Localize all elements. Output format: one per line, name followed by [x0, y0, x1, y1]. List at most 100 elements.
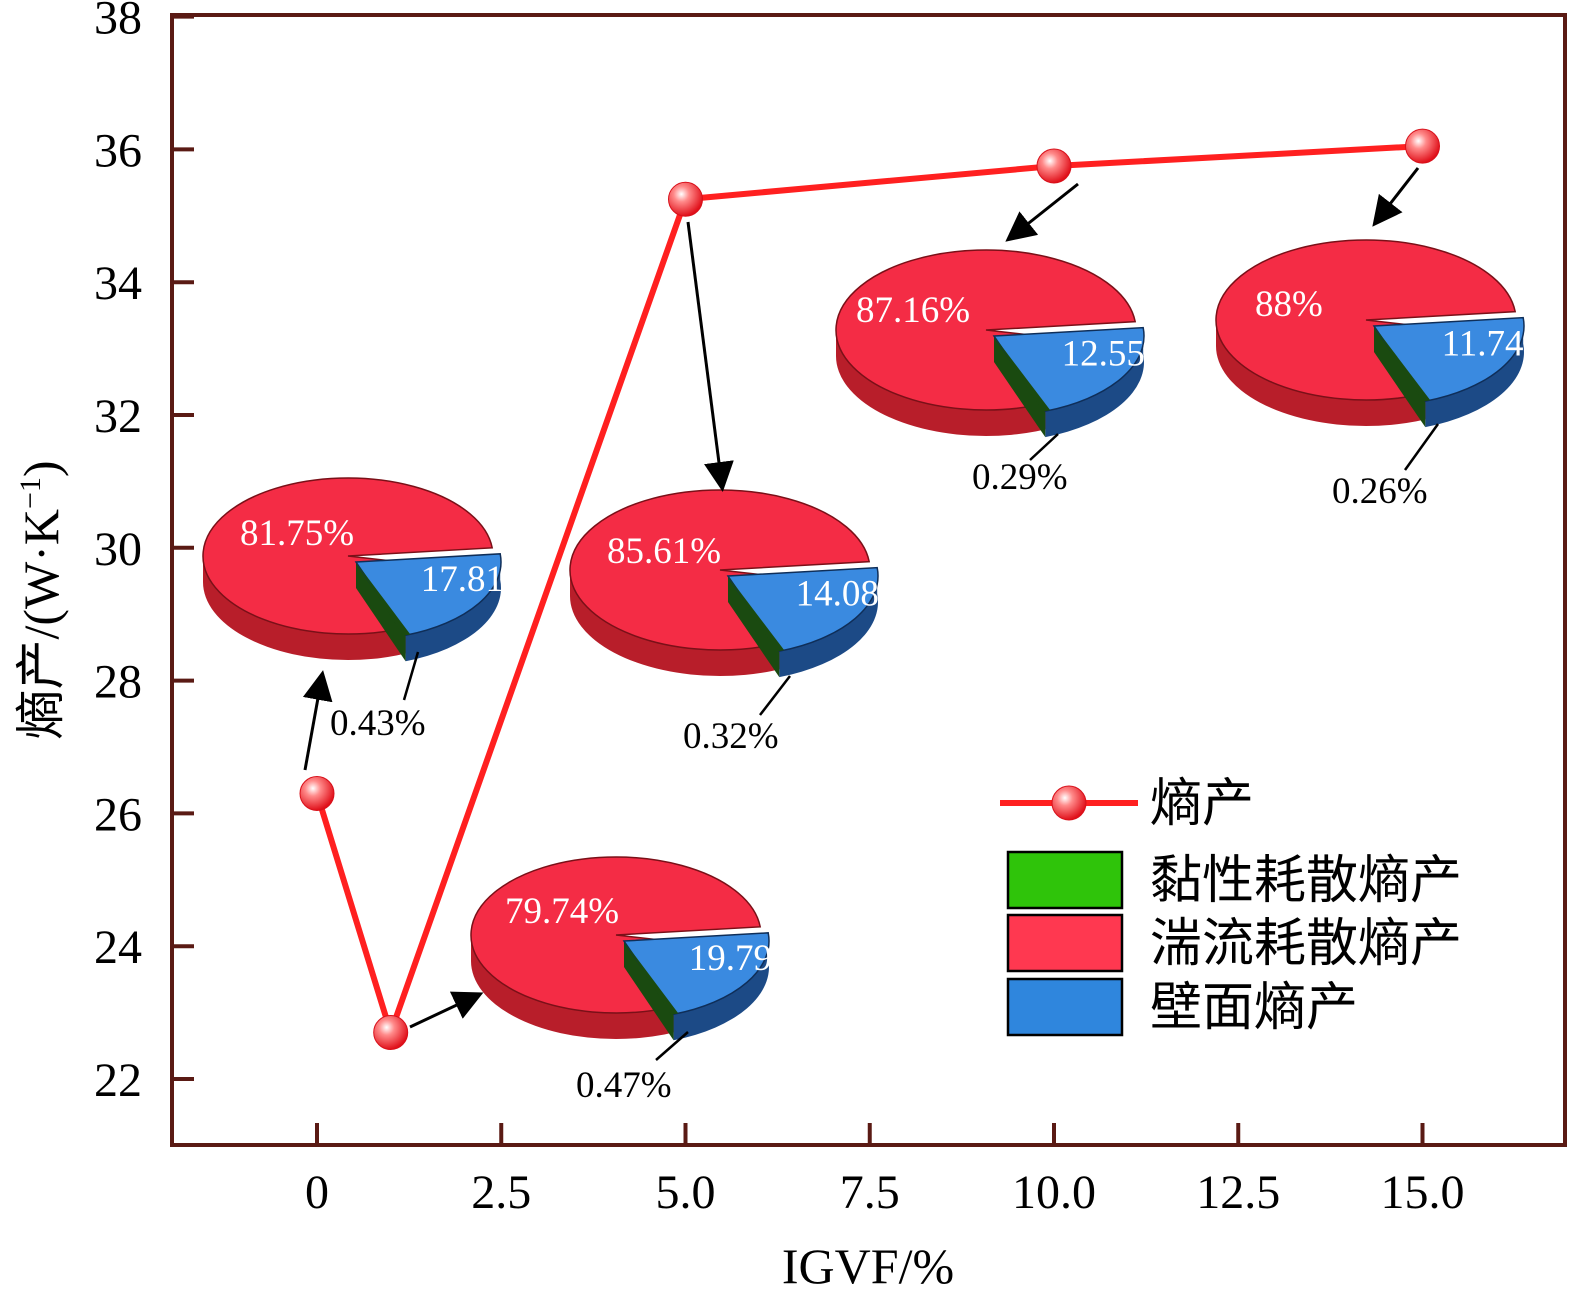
pie-label-wall: 11.74% [1442, 323, 1555, 364]
pie-label-wall: 14.08% [796, 573, 910, 614]
y-tick-label: 34 [94, 257, 142, 310]
pie-viscous-slice [994, 336, 1051, 412]
pie-label-wall: 12.55% [1062, 333, 1176, 374]
pie-turbulent-side [471, 935, 616, 1039]
pie-leader-line [759, 675, 791, 716]
pie-turbulent-side [836, 330, 986, 436]
pointer-arrow [1005, 182, 1079, 242]
legend-label: 壁面熵产 [1150, 978, 1358, 1038]
pie-wall-group [622, 932, 770, 1041]
pie-viscous-face [994, 336, 1046, 438]
y-tick-label: 32 [94, 390, 142, 443]
pie-wall-group [354, 553, 502, 662]
x-tick-label: 12.5 [1196, 1166, 1280, 1219]
legend-box-swatch [1006, 913, 1124, 973]
pie-chart: 79.74% 19.79% 0.47% [470, 856, 803, 1106]
x-tick-label: 10.0 [1012, 1166, 1096, 1219]
pie-leader-line [1403, 423, 1440, 471]
y-axis-title-main: 熵产/(W·K [13, 509, 69, 740]
pie-viscous-slice [624, 941, 679, 1015]
pie-label-viscous: 0.29% [972, 457, 1068, 498]
pie-label-turbulent: 79.74% [505, 891, 619, 932]
entropy-point [1405, 128, 1440, 164]
y-axis-title: 熵产/(W·K−1) [13, 460, 69, 739]
pie-viscous-slice [356, 562, 411, 636]
legend-marker-swatch [1051, 785, 1087, 821]
entropy-point [1036, 148, 1072, 184]
entropy-point [373, 1015, 409, 1051]
pointer-arrow [302, 670, 333, 771]
x-tick-label: 2.5 [471, 1166, 531, 1219]
pie-label-wall: 17.81% [421, 559, 535, 600]
pie-label-turbulent: 88% [1255, 284, 1323, 325]
pointer-arrow [409, 991, 484, 1029]
svg-text:熵产/(W·K−1): 熵产/(W·K−1) [13, 460, 69, 739]
pie-turbulent-side [203, 556, 348, 660]
entropy-series [299, 128, 1440, 1051]
pie-wall-group [992, 326, 1145, 438]
x-axis-title: IGVF/% [782, 1238, 954, 1291]
pie-label-turbulent: 87.16% [856, 290, 970, 331]
pie-chart: 81.75% 17.81% 0.43% [202, 477, 535, 744]
entropy-point [299, 775, 335, 811]
y-tick-label: 38 [94, 0, 142, 45]
x-axis: 0 2.5 5.0 7.5 10.0 12.5 15.0 [305, 1123, 1465, 1219]
pie-leader-line [1029, 433, 1059, 461]
pie-label-viscous: 0.47% [576, 1065, 672, 1106]
pie-turbulent-side [1366, 336, 1513, 426]
pie-wall-side [1425, 317, 1525, 428]
pie-turbulent-side [720, 586, 867, 676]
x-tick-label: 5.0 [656, 1166, 716, 1219]
pie-viscous-slice [728, 576, 785, 652]
y-tick-label: 24 [94, 921, 142, 974]
pie-label-wall: 19.79% [689, 938, 803, 979]
pie-label-turbulent: 85.61% [607, 531, 721, 572]
pie-turbulent-side [348, 572, 490, 660]
pie-label-viscous: 0.26% [1332, 471, 1428, 512]
pie-viscous-face [728, 576, 780, 678]
y-tick-label: 26 [94, 788, 142, 841]
pie-chart: 87.16% 12.55% 0.29% [835, 249, 1176, 498]
x-tick-label: 7.5 [840, 1166, 900, 1219]
pie-turbulent-side [616, 951, 758, 1039]
pie-wall-side [673, 932, 769, 1041]
pie-chart: 85.61% 14.08% 0.32% [569, 489, 910, 757]
pie-turbulent-side [986, 346, 1133, 436]
y-axis-title-close: ) [13, 460, 69, 477]
legend-box-swatch [1006, 850, 1124, 910]
pie-turbulent-side [570, 570, 720, 676]
pie-charts: 81.75% 17.81% 0.43% 79.74% 19.79% 0.47% 85.61%… [202, 239, 1555, 1106]
pie-chart: 88% 11.74% 0.26% [1215, 239, 1555, 512]
pie-viscous-face [356, 562, 406, 662]
pie-wall-group [726, 566, 879, 678]
pie-wall-side [1045, 327, 1145, 438]
x-tick-label: 0 [305, 1166, 329, 1219]
entropy-point [668, 181, 703, 217]
pointer-arrows [302, 167, 1420, 1029]
legend-label: 湍流耗散熵产 [1150, 914, 1462, 974]
pointer-arrow [686, 221, 734, 492]
legend-label: 黏性耗散熵产 [1150, 851, 1462, 911]
pie-turbulent-side [1216, 320, 1366, 426]
pie-wall-group [1372, 316, 1525, 428]
pie-wall-side [405, 553, 501, 662]
y-axis-title-exponent: −1 [14, 477, 47, 509]
y-tick-label: 30 [94, 523, 142, 576]
y-tick-label: 22 [94, 1054, 142, 1107]
pie-viscous-face [624, 941, 674, 1041]
y-axis: 22 24 26 28 30 32 34 36 38 [94, 0, 194, 1107]
pie-viscous-face [1374, 326, 1426, 428]
pie-wall-side [779, 567, 878, 678]
x-tick-label: 15.0 [1381, 1166, 1465, 1219]
y-tick-label: 36 [94, 124, 142, 177]
legend-box-swatch [1006, 977, 1124, 1037]
pie-leader-line [402, 651, 420, 701]
pie-label-turbulent: 81.75% [240, 513, 354, 554]
pointer-arrow [1372, 167, 1420, 227]
pie-label-viscous: 0.43% [330, 703, 426, 744]
pie-leader-line [655, 1031, 689, 1061]
pie-label-viscous: 0.32% [683, 716, 779, 757]
pie-viscous-slice [1374, 326, 1431, 402]
